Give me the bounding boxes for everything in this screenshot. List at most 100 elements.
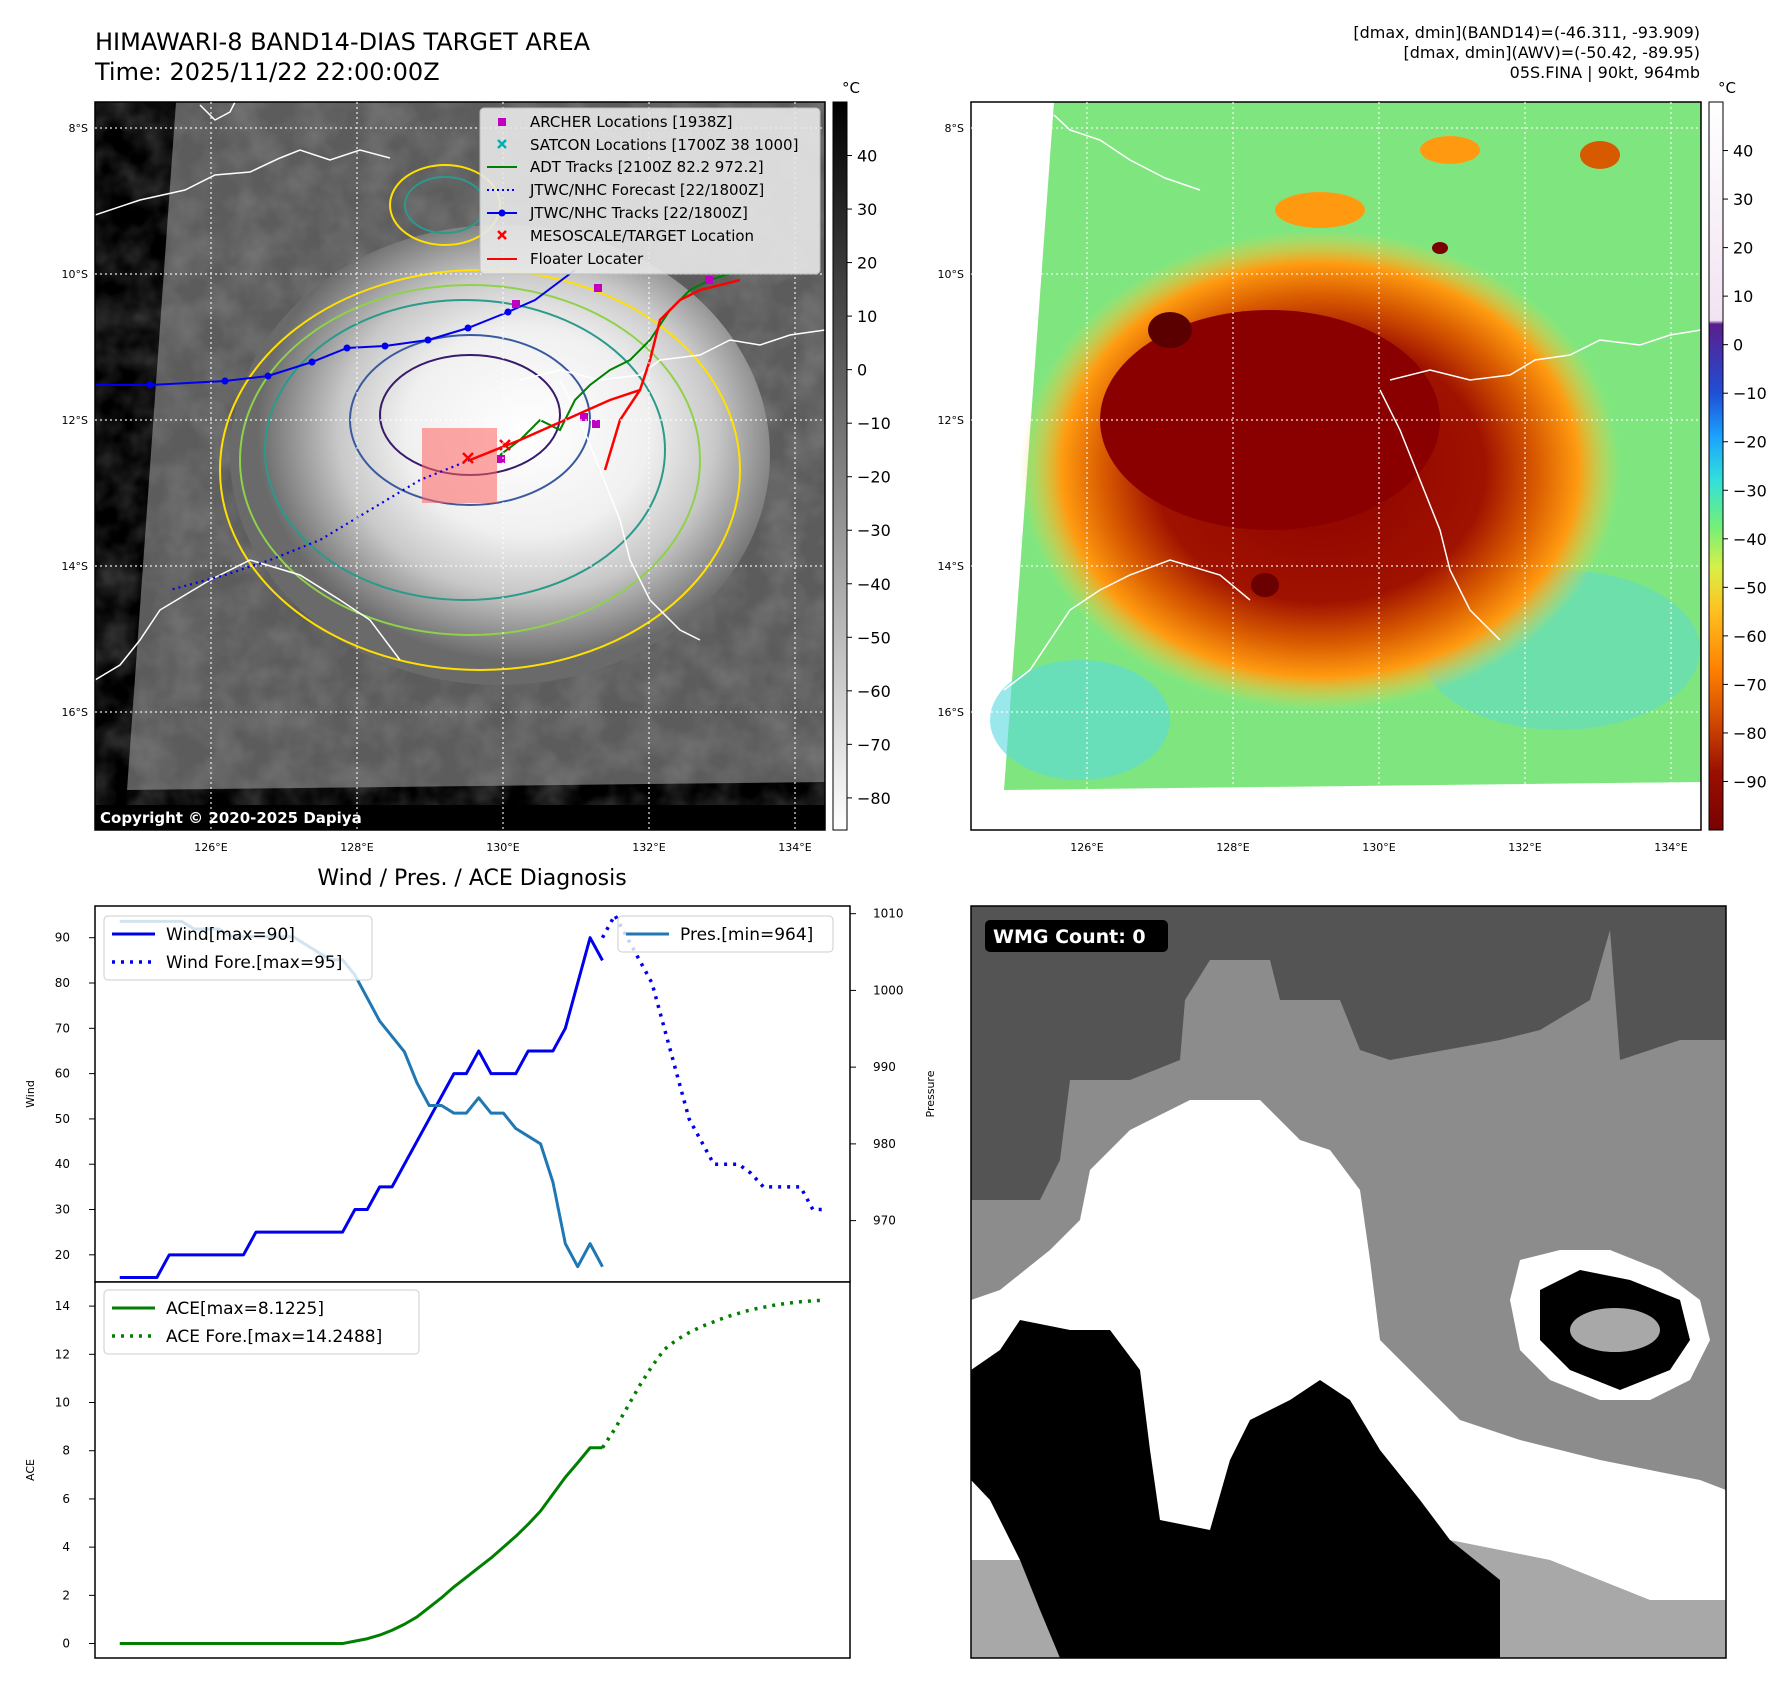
wmg-count-badge (985, 920, 1168, 952)
colorbar-gray-bar (832, 101, 848, 831)
ace-axis: 14 12 10 8 6 4 2 0 (55, 1299, 95, 1651)
copyright-box (95, 805, 825, 830)
coastline-australia (519, 329, 825, 381)
figure-title-line1: HIMAWARI-8 BAND14-DIAS TARGET AREA (95, 28, 591, 56)
legend-marker-satcon (497, 139, 507, 149)
stats-line2: [dmax, dmin](AWV)=(-50.42, -89.95) (1403, 43, 1700, 62)
ace-legend-box (103, 1289, 420, 1355)
lon-label-134e: 134°E (778, 841, 811, 854)
colorbar-gray-tick-label-0: 40 (857, 147, 877, 166)
legend-satcon: SATCON Locations [1700Z 38 1000] (530, 136, 798, 154)
figure-title-line2: Time: 2025/11/22 22:00:00Z (94, 58, 440, 86)
wmg-white-region (971, 1100, 1726, 1620)
jtwc-forecast-line (169, 458, 471, 592)
coastline-gulf (559, 379, 701, 641)
storm-cell-south (1251, 573, 1279, 597)
pressure-axis-tick-label-2: 990 (873, 1060, 896, 1074)
wind-series (119, 913, 826, 1279)
mesoscale-markers (462, 439, 511, 464)
diagnosis-title: Wind / Pres. / ACE Diagnosis (317, 866, 626, 891)
colorbar-gray-tick-label-1: 30 (857, 200, 877, 219)
lat2-label-10s: 10°S (938, 268, 964, 281)
colorbar-color-ticks: 40 30 20 10 0 −10 −20 −30 −40 −50 −60 −70 −80 −90 (1723, 142, 1767, 791)
legend-wind: Wind[max=90] (166, 925, 295, 945)
pressure-axis-tick-label-4: 970 (873, 1214, 896, 1228)
pres-legend-box (617, 915, 834, 953)
colorbar-color-tick-label-3: 10 (1733, 287, 1753, 306)
coastline-island-1 (199, 102, 236, 121)
lat2-label-12s: 12°S (938, 414, 964, 427)
wind-line (119, 936, 604, 1279)
legend-ace: ACE[max=8.1225] (166, 1299, 324, 1319)
lat2-label-8s: 8°S (945, 122, 964, 135)
cloud-patch-ne3 (1580, 141, 1620, 169)
colorbar-gray-tick-label-9: −50 (857, 628, 891, 647)
cloud-patch-ne1 (1275, 192, 1365, 228)
colorbar-gray-tick-label-11: −70 (857, 735, 891, 754)
map-panel-color: 8°S 10°S 12°S 14°S 16°S 126°E 128°E 130°… (938, 101, 1702, 854)
colorbar-color-tick-label-7: −30 (1733, 481, 1767, 500)
pressure-axis: 1010 1000 990 980 970 (850, 907, 904, 1228)
storm-core (1100, 310, 1440, 530)
legend-marker-jtwc-dot (498, 209, 506, 217)
legend-marker-mesoscale (497, 230, 507, 240)
ace-line (119, 1446, 603, 1646)
cyan-patch (990, 660, 1170, 780)
wind-axis-tick-label-3: 60 (55, 1067, 70, 1081)
ace-axis-tick-label-7: 0 (62, 1637, 70, 1651)
map-color-gridlines (971, 102, 1701, 830)
ace-chart: 14 12 10 8 6 4 2 0 ACE ACE[max=8.1225] ACE Fore… (24, 1281, 851, 1659)
lat-label-8s: 8°S (69, 122, 88, 135)
ace-axis-tick-label-2: 10 (55, 1396, 70, 1410)
ace-axis-tick-label-4: 6 (62, 1492, 70, 1506)
lat-label-12s: 12°S (62, 414, 88, 427)
coastline-gulf-color (1379, 389, 1501, 641)
colorbar-color-tick-label-10: −60 (1733, 627, 1767, 646)
ace-axis-tick-label-0: 14 (55, 1299, 70, 1313)
wmg-silver-region (971, 1350, 1726, 1658)
map-gray-frame (94, 101, 826, 831)
wind-axis-tick-label-4: 50 (55, 1112, 70, 1126)
ace-series (119, 1298, 826, 1646)
ace-axis-tick-label-1: 12 (55, 1347, 70, 1361)
wind-axis-tick-label-1: 80 (55, 976, 70, 990)
legend-archer: ARCHER Locations [1938Z] (530, 113, 733, 131)
target-area-box (422, 428, 497, 503)
colorbar-gray-tick-label-10: −60 (857, 682, 891, 701)
colorbar-color-tick-label-5: −10 (1733, 384, 1767, 403)
lat-label-16s: 16°S (62, 706, 88, 719)
lon-label-130e: 130°E (486, 841, 519, 854)
stats-line3: 05S.FINA | 90kt, 964mb (1510, 63, 1700, 82)
lat-label-14s: 14°S (62, 560, 88, 573)
lon-label-132e: 132°E (632, 841, 665, 854)
lat2-label-14s: 14°S (938, 560, 964, 573)
legend-mesoscale: MESOSCALE/TARGET Location (530, 227, 754, 245)
lon-label-126e: 126°E (194, 841, 227, 854)
archer-markers (497, 276, 713, 463)
wind-axis-tick-label-0: 90 (55, 931, 70, 945)
coastline-australia-color (1389, 329, 1701, 381)
colorbar-gray-tick-label-12: −80 (857, 789, 891, 808)
colorbar-color: °C 40 30 20 10 0 −10 −20 −30 −40 −50 −60 −70 −80 −90 (1708, 79, 1767, 831)
colorbar-color-tick-label-0: 40 (1733, 142, 1753, 161)
colorbar-color-tick-label-2: 20 (1733, 239, 1753, 258)
legend-forecast: JTWC/NHC Forecast [22/1800Z] (529, 181, 764, 199)
pressure-axis-tick-label-3: 980 (873, 1137, 896, 1151)
legend-marker-archer (498, 118, 506, 126)
colorbar-color-tick-label-4: 0 (1733, 336, 1743, 355)
pressure-axis-tick-label-1: 1000 (873, 983, 904, 997)
lon2-label-134e: 134°E (1654, 841, 1687, 854)
lon2-label-126e: 126°E (1070, 841, 1103, 854)
wind-axis-tick-label-7: 20 (55, 1248, 70, 1262)
colorbar-color-tick-label-9: −50 (1733, 578, 1767, 597)
lon2-label-132e: 132°E (1508, 841, 1541, 854)
map-legend-box (479, 107, 821, 275)
colorbar-gray-tick-label-5: −10 (857, 414, 891, 433)
colorbar-gray-tick-label-8: −40 (857, 575, 891, 594)
copyright-text: Copyright © 2020-2025 Dapiya (100, 809, 362, 827)
legend-wind-fore: Wind Fore.[max=95] (166, 953, 342, 973)
colorbar-gray-tick-label-2: 20 (857, 254, 877, 273)
colorbar-gray: °C 40 30 20 10 0 −10 −20 −30 −40 −50 −60 −70 −80 (832, 79, 891, 831)
